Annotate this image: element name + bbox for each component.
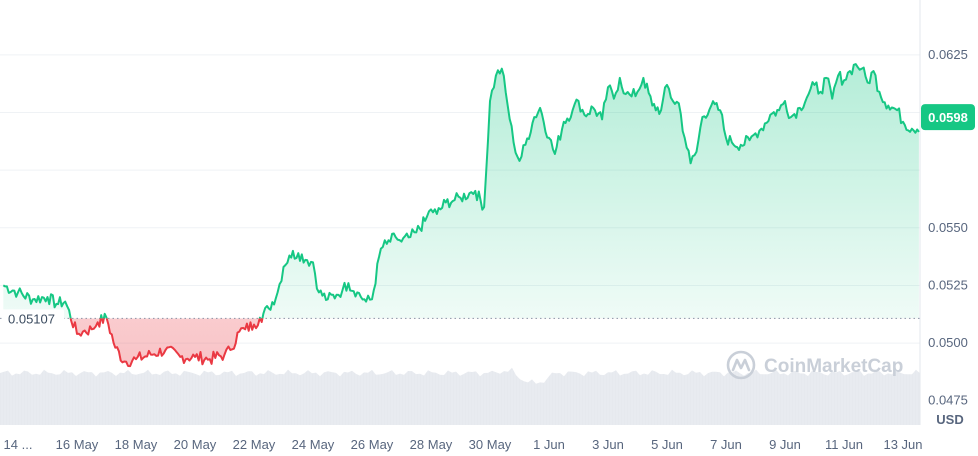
coinmarketcap-watermark: CoinMarketCap [726,350,903,380]
price-area [3,64,919,367]
x-tick-label: 28 May [410,437,453,452]
y-axis: 0.0625 0.0550 0.0525 0.0500 0.0475 [928,47,968,408]
current-price-value: 0.0598 [928,110,968,125]
x-tick-label: 11 Jun [825,437,863,452]
y-tick-label: 0.0475 [928,393,968,408]
x-tick-label: 7 Jun [710,437,742,452]
volume-area [0,367,920,425]
currency-unit: USD [936,412,963,427]
y-tick-label: 0.0625 [928,47,968,62]
x-tick-label: 5 Jun [651,437,683,452]
volume-bars [0,367,920,425]
x-tick-label: 13 Jun [883,437,922,452]
x-axis: 14 ... 16 May 18 May 20 May 22 May 24 May 26 M… [4,437,923,452]
x-tick-label: 18 May [115,437,158,452]
x-tick-label: 3 Jun [592,437,624,452]
current-price-badge: 0.0598 [921,104,975,131]
x-tick-label: 14 ... [4,437,33,452]
price-line-up[interactable] [2,63,920,366]
y-tick-label: 0.0550 [928,220,968,235]
x-tick-label: 1 Jun [533,437,565,452]
x-tick-label: 30 May [469,437,512,452]
x-tick-label: 9 Jun [769,437,801,452]
price-line-down[interactable] [3,64,919,368]
x-tick-label: 22 May [233,437,276,452]
reference-value: 0.05107 [8,311,55,326]
price-line[interactable] [2,63,920,368]
watermark-text: CoinMarketCap [764,356,903,377]
x-tick-label: 16 May [56,437,99,452]
y-tick-label: 0.0525 [928,277,968,292]
x-tick-label: 24 May [292,437,335,452]
x-tick-label: 20 May [174,437,217,452]
reference-value-badge: 0.05107 [2,309,64,328]
area-above-reference [3,64,919,319]
coinmarketcap-logo-icon [726,350,756,380]
area-below-reference [3,318,919,367]
x-tick-label: 26 May [351,437,394,452]
y-tick-label: 0.0500 [928,335,968,350]
